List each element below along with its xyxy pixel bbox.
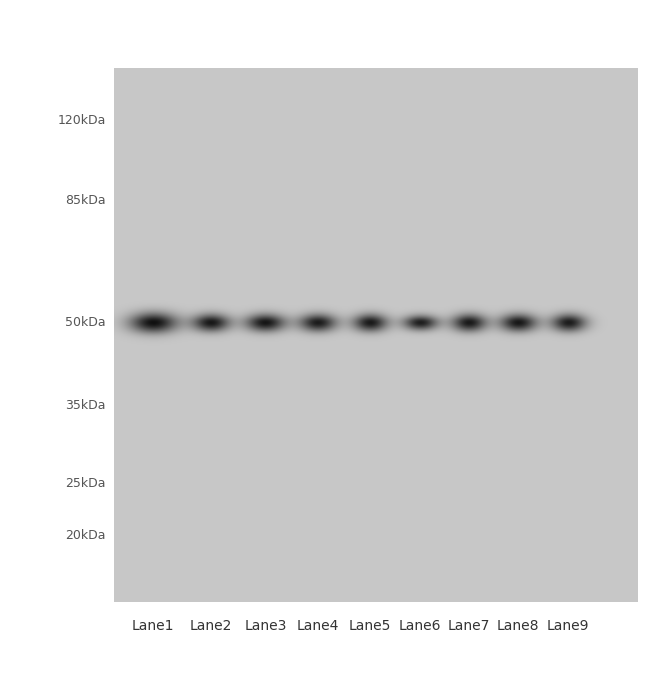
Text: 35kDa: 35kDa: [66, 399, 106, 412]
Text: Lane2: Lane2: [189, 619, 232, 633]
Text: 120kDa: 120kDa: [58, 114, 106, 127]
Text: Lane8: Lane8: [497, 619, 540, 633]
Text: Lane3: Lane3: [244, 619, 287, 633]
Text: 20kDa: 20kDa: [66, 529, 106, 542]
Text: Lane1: Lane1: [132, 619, 174, 633]
Text: Lane9: Lane9: [547, 619, 589, 633]
Text: Lane7: Lane7: [447, 619, 489, 633]
Text: 50kDa: 50kDa: [65, 317, 106, 330]
Text: Lane6: Lane6: [398, 619, 441, 633]
Text: Lane5: Lane5: [349, 619, 391, 633]
Text: 25kDa: 25kDa: [66, 477, 106, 490]
Text: Lane4: Lane4: [296, 619, 339, 633]
Text: 85kDa: 85kDa: [65, 194, 106, 207]
